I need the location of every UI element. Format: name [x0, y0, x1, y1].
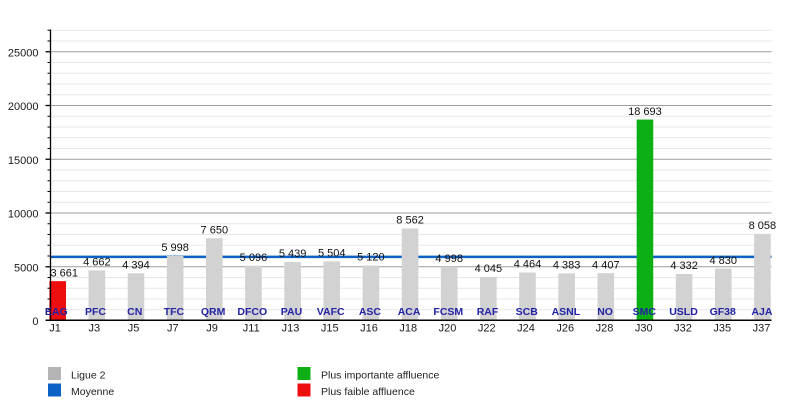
svg-text:Moyenne: Moyenne: [71, 386, 114, 398]
svg-text:4 464: 4 464: [514, 259, 542, 271]
svg-text:J28: J28: [596, 323, 614, 335]
svg-text:4 662: 4 662: [83, 257, 111, 269]
svg-text:5 998: 5 998: [161, 242, 189, 254]
svg-text:J22: J22: [478, 323, 496, 335]
svg-text:NO: NO: [597, 306, 613, 318]
svg-text:4 332: 4 332: [670, 260, 698, 272]
svg-text:3 661: 3 661: [51, 267, 79, 279]
svg-text:J20: J20: [439, 323, 457, 335]
svg-text:J3: J3: [88, 323, 100, 335]
svg-text:J24: J24: [517, 323, 535, 335]
svg-text:J7: J7: [167, 323, 179, 335]
svg-text:18 693: 18 693: [628, 106, 662, 118]
svg-text:5000: 5000: [14, 262, 38, 274]
svg-text:ASC: ASC: [359, 306, 382, 318]
svg-text:USLD: USLD: [669, 306, 698, 318]
svg-text:J16: J16: [360, 323, 378, 335]
svg-text:PFC: PFC: [85, 306, 106, 318]
svg-text:5 439: 5 439: [279, 248, 307, 260]
svg-text:J9: J9: [206, 323, 218, 335]
svg-text:CN: CN: [127, 306, 142, 318]
svg-text:Plus faible affluence: Plus faible affluence: [321, 386, 415, 398]
svg-text:PAU: PAU: [281, 306, 302, 318]
svg-text:25000: 25000: [8, 47, 39, 59]
svg-text:0: 0: [32, 316, 38, 328]
svg-text:J11: J11: [243, 323, 260, 335]
svg-text:J18: J18: [399, 323, 417, 335]
svg-text:4 998: 4 998: [435, 253, 463, 265]
svg-text:4 830: 4 830: [709, 255, 737, 267]
svg-text:15000: 15000: [8, 155, 39, 167]
svg-text:Ligue 2: Ligue 2: [71, 370, 106, 382]
svg-text:J30: J30: [635, 323, 653, 335]
svg-text:DFCO: DFCO: [237, 306, 267, 318]
svg-text:7 650: 7 650: [201, 224, 229, 236]
svg-text:ACA: ACA: [398, 306, 421, 318]
svg-text:J37: J37: [753, 323, 771, 335]
svg-text:8 058: 8 058: [749, 220, 777, 232]
svg-text:J15: J15: [321, 323, 339, 335]
svg-text:4 045: 4 045: [475, 263, 503, 275]
svg-text:J35: J35: [713, 323, 731, 335]
svg-text:J32: J32: [674, 323, 692, 335]
svg-text:4 394: 4 394: [122, 259, 150, 271]
svg-text:EAG: EAG: [45, 306, 68, 318]
svg-text:FCSM: FCSM: [433, 306, 463, 318]
svg-text:SMC: SMC: [633, 306, 657, 318]
svg-text:AJA: AJA: [751, 306, 772, 318]
svg-text:J26: J26: [556, 323, 574, 335]
svg-text:RAF: RAF: [477, 306, 499, 318]
svg-text:GF38: GF38: [710, 306, 736, 318]
svg-text:8 562: 8 562: [396, 215, 424, 227]
svg-text:5 120: 5 120: [357, 252, 385, 264]
svg-text:J5: J5: [128, 323, 140, 335]
svg-text:4 407: 4 407: [592, 259, 620, 271]
svg-text:ASNL: ASNL: [552, 306, 581, 318]
svg-text:J1: J1: [49, 323, 61, 335]
svg-text:20000: 20000: [8, 101, 39, 113]
svg-text:Plus importante affluence: Plus importante affluence: [321, 370, 439, 382]
svg-text:10000: 10000: [8, 209, 39, 221]
svg-text:5 504: 5 504: [318, 248, 346, 260]
svg-text:VAFC: VAFC: [317, 306, 345, 318]
svg-text:QRM: QRM: [201, 306, 226, 318]
svg-text:4 383: 4 383: [553, 260, 581, 272]
svg-text:SCB: SCB: [516, 306, 539, 318]
svg-text:TFC: TFC: [164, 306, 185, 318]
svg-text:5 096: 5 096: [240, 252, 268, 264]
svg-text:J13: J13: [282, 323, 300, 335]
